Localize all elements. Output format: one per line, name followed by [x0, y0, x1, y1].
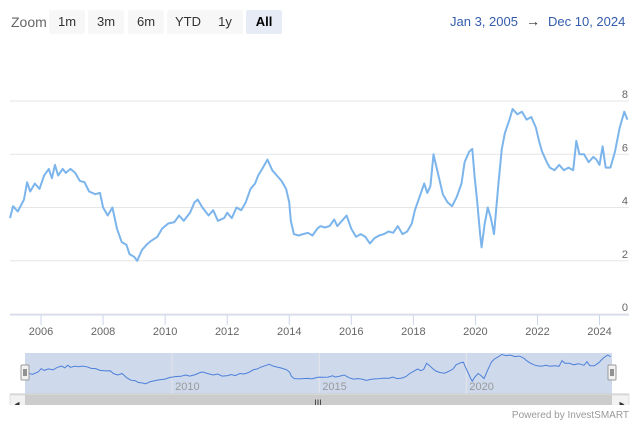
zoom-ytd-button[interactable]: YTD	[167, 10, 209, 34]
range-to-date[interactable]: Dec 10, 2024	[548, 14, 626, 29]
navigator-right-handle[interactable]	[607, 364, 617, 381]
zoom-label: Zoom	[11, 14, 47, 30]
range-selector: Zoom 1m 3m 6m YTD 1y All Jan 3, 2005 → D…	[0, 0, 639, 44]
navigator-tick-label: 2015	[322, 381, 346, 393]
series-line	[9, 108, 629, 262]
y-tick-label: 8	[622, 89, 628, 101]
x-tick-label: 2022	[525, 326, 549, 338]
x-tick-label: 2016	[339, 326, 363, 338]
y-tick-label: 6	[622, 142, 628, 154]
scrollbar-thumb[interactable]	[25, 395, 612, 405]
scroll-left-arrow[interactable]: ◂	[14, 399, 19, 405]
scrollbar[interactable]: III ◂ ▸	[9, 394, 630, 405]
zoom-3m-button[interactable]: 3m	[88, 10, 124, 34]
navigator-series-line	[24, 353, 611, 385]
navigator-tick-label: 2020	[469, 381, 493, 393]
y-tick-label: 0	[622, 302, 628, 314]
navigator-layer: 2010 2015 2020 III ◂ ▸	[9, 353, 630, 405]
zoom-6m-button[interactable]: 6m	[128, 10, 164, 34]
x-tick-label: 2012	[215, 326, 239, 338]
y-tick-label: 4	[622, 196, 628, 208]
navigator-tick-label: 2010	[175, 381, 199, 393]
x-tick-label: 2024	[587, 326, 611, 338]
x-tick-label: 2014	[277, 326, 301, 338]
scroll-right-arrow[interactable]: ▸	[619, 399, 624, 405]
series-layer	[9, 108, 629, 262]
x-tick-label: 2006	[29, 326, 53, 338]
x-axis-labels: 2006 2008 2010 2012 2014 2016 2018 2020 2022 2024	[10, 314, 629, 338]
navigator[interactable]: 2010 2015 2020 III ◂ ▸	[0, 345, 639, 405]
x-tick-label: 2020	[463, 326, 487, 338]
zoom-all-button[interactable]: All	[246, 10, 282, 34]
zoom-1m-button[interactable]: 1m	[49, 10, 85, 34]
x-tick-label: 2018	[401, 326, 425, 338]
zoom-1y-button[interactable]: 1y	[207, 10, 243, 34]
x-tick-label: 2010	[153, 326, 177, 338]
y-tick-label: 2	[622, 249, 628, 261]
range-from-date[interactable]: Jan 3, 2005	[450, 14, 518, 29]
x-tick-label: 2008	[91, 326, 115, 338]
range-arrow: →	[526, 13, 540, 29]
scrollbar-grip: III	[314, 398, 322, 405]
navigator-left-handle[interactable]	[20, 364, 30, 381]
y-axis-labels: 0 2 4 6 8	[622, 89, 628, 314]
credit-link[interactable]: Powered by InvestSMART	[511, 410, 629, 421]
